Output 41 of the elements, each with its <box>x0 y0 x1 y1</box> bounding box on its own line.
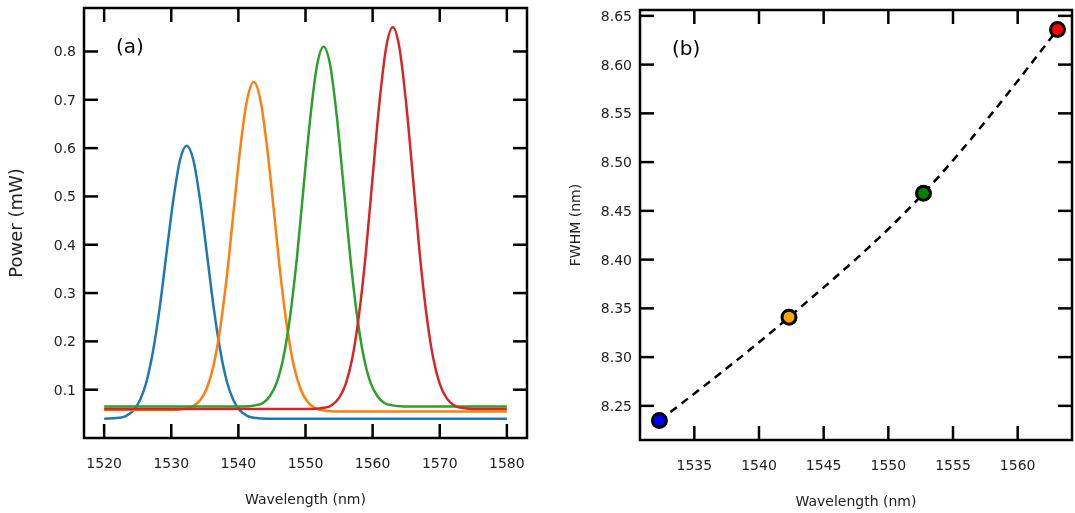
y-tick-label: 8.50 <box>600 154 632 171</box>
x-tick-label: 1560 <box>999 457 1036 473</box>
x-tick-label: 1550 <box>287 455 324 471</box>
y-tick-label: 8.65 <box>600 7 632 24</box>
y-tick-label: 8.60 <box>600 56 632 73</box>
y-axis-title: Power (mW) <box>5 168 26 278</box>
x-tick-label: 1560 <box>354 455 391 471</box>
x-tick-label: 1580 <box>489 455 525 471</box>
x-tick-label: 1570 <box>421 455 458 471</box>
y-tick-label: 0.1 <box>53 381 76 398</box>
annotation: (a) <box>116 34 144 58</box>
y-tick-label: 0.6 <box>53 140 77 157</box>
y-tick-label: 8.25 <box>600 397 632 414</box>
y-tick-label: 0.7 <box>53 91 76 108</box>
x-axis-title: Wavelength (nm) <box>795 493 917 509</box>
x-tick-label: 1540 <box>220 455 257 471</box>
y-tick-label: 0.3 <box>53 284 76 301</box>
x-tick-label: 1520 <box>86 455 122 471</box>
x-axis-title: Wavelength (nm) <box>245 491 366 507</box>
y-tick-label: 8.30 <box>600 349 632 366</box>
point <box>915 184 933 202</box>
annotation: (b) <box>672 36 701 60</box>
point <box>780 308 798 326</box>
y-tick-label: 0.5 <box>53 188 76 205</box>
y-tick-label: 0.4 <box>53 236 77 253</box>
y-tick-label: 8.45 <box>600 202 632 219</box>
x-tick-label: 1535 <box>676 457 713 473</box>
x-tick-label: 1550 <box>870 457 907 473</box>
x-tick-label: 1540 <box>741 457 777 473</box>
y-tick-label: 8.55 <box>600 105 632 122</box>
point <box>1049 21 1067 38</box>
y-tick-label: 8.35 <box>600 300 632 317</box>
line-series <box>102 144 509 420</box>
x-tick-label: 1545 <box>805 457 842 473</box>
y-tick-label: 8.40 <box>600 251 632 268</box>
y-tick-label: 0.8 <box>53 43 76 60</box>
x-tick-label: 1530 <box>153 455 190 471</box>
y-axis-title: FWHM (nm) <box>567 183 583 267</box>
x-tick-label: 1555 <box>935 457 971 473</box>
y-tick-label: 0.2 <box>53 333 76 350</box>
point <box>650 412 668 429</box>
